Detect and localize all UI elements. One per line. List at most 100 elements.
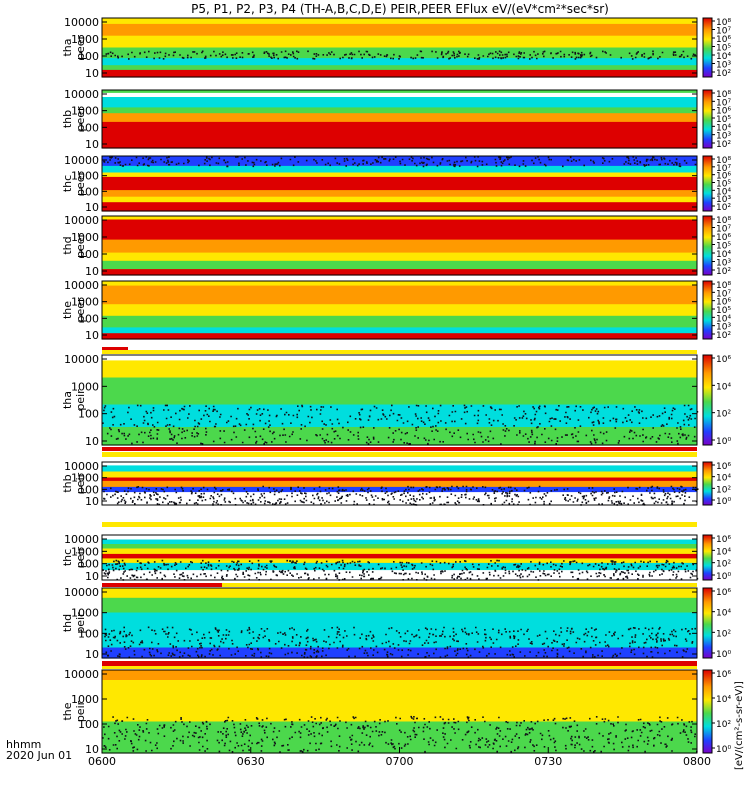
- y-tick-label: 10000: [64, 88, 99, 101]
- colorbar: [702, 155, 713, 212]
- colorbar-tick-label: 10²: [716, 267, 731, 277]
- colorbar-tick-label: 10⁶: [716, 172, 731, 182]
- data-gap-speckle: [103, 156, 697, 168]
- colorbar: [702, 215, 713, 276]
- colorbar-tick-label: 10⁶: [716, 355, 731, 365]
- panel-frame: [101, 587, 698, 659]
- spectrogram-band: [102, 260, 697, 270]
- colorbar-tick-label: 10⁶: [716, 35, 731, 45]
- colorbar-tick-label: 10⁴: [716, 382, 731, 392]
- x-tick-label: 0600: [88, 755, 116, 768]
- colorbar: [702, 587, 713, 659]
- spectrogram-band: [102, 176, 697, 191]
- spectrogram-band: [102, 239, 697, 254]
- spectrogram-band: [102, 252, 697, 262]
- colorbar: [702, 17, 713, 78]
- y-tick-label: 1000: [71, 607, 99, 620]
- panel-ylabel-product: peer: [74, 171, 87, 197]
- colorbar-tick-label: 10⁶: [716, 588, 731, 598]
- spectrogram-band: [102, 558, 697, 564]
- y-tick-label: 10: [85, 265, 99, 278]
- colorbar-tick-label: 10⁸: [716, 216, 731, 226]
- colorbar-label: [eV/(cm²-s-sr-eV)]: [734, 681, 745, 770]
- y-tick-label: 10: [85, 201, 99, 214]
- y-tick-label: 1000: [71, 472, 99, 485]
- colorbar-tick-label: 10²: [716, 331, 731, 341]
- flag-bar: [102, 583, 222, 587]
- spectrogram-band: [102, 535, 697, 541]
- spectrogram-band: [102, 355, 697, 361]
- y-tick-label: 10: [85, 138, 99, 151]
- panel-frame: [101, 17, 698, 78]
- colorbar-tick-label: 10⁶: [716, 298, 731, 308]
- panel-ylabel-product: peer: [74, 297, 87, 323]
- spectrogram-band: [102, 165, 697, 174]
- panel-tha-peir: 10000 1000 100 10 tha peir 10⁶ 10⁴ 10² 10⁰: [61, 353, 731, 448]
- colorbar-tick-label: 10³: [716, 132, 731, 142]
- colorbar-tick-label: 10²: [716, 720, 731, 730]
- colorbar-tick-label: 10⁷: [716, 27, 731, 37]
- colorbar-tick-label: 10⁶: [716, 670, 731, 680]
- flag-bar: [102, 447, 697, 451]
- flag-bar: [102, 452, 697, 457]
- colorbar-tick-label: 10⁵: [716, 242, 731, 252]
- spectrogram-band: [102, 570, 697, 581]
- y-tick-label: 100: [78, 121, 99, 134]
- y-tick-label: 10000: [64, 279, 99, 292]
- colorbar-tick-label: 10⁶: [716, 107, 731, 117]
- colorbar-tick-label: 10⁴: [716, 314, 731, 324]
- y-tick-label: 100: [78, 483, 99, 496]
- y-tick-label: 10: [85, 570, 99, 583]
- spectrogram-band: [102, 58, 697, 66]
- spectrogram-band: [102, 121, 697, 149]
- colorbar: [702, 89, 713, 149]
- panel-tha-peer: 10000 1000 100 10 tha peer 10⁸10⁷10⁶10⁵10⁴10³1…: [61, 16, 731, 80]
- spectrogram-band: [102, 633, 697, 649]
- colorbar-tick-label: 10³: [716, 195, 731, 205]
- x-tick-label: 0630: [237, 755, 265, 768]
- spectrogram-band: [102, 327, 697, 334]
- data-gap-speckle: [102, 715, 698, 753]
- y-tick-label: 10000: [64, 533, 99, 546]
- colorbar-tick-label: 10⁸: [716, 156, 731, 166]
- spectrogram-band: [102, 404, 697, 428]
- x-tick-label: 0730: [534, 755, 562, 768]
- y-tick-label: 100: [78, 408, 99, 421]
- colorbar-tick-label: 10²: [716, 203, 731, 213]
- data-gap-speckle: [102, 559, 699, 581]
- spectrogram-band: [102, 548, 697, 555]
- panel-ylabel-product: peir: [74, 700, 87, 722]
- panel-ylabel-product: peer: [74, 35, 87, 61]
- panel-ylabel-probe: tha: [61, 38, 74, 56]
- spectrogram-band: [102, 196, 697, 203]
- y-tick-label: 100: [78, 50, 99, 63]
- spectrogram-band: [102, 477, 697, 482]
- data-gap-speckle: [103, 485, 699, 506]
- panel-ylabel-probe: thd: [61, 614, 74, 632]
- spectrogram-band: [102, 553, 697, 559]
- colorbar: [702, 280, 713, 340]
- flag-bar: [102, 347, 128, 351]
- colorbar-tick-label: 10⁰: [716, 437, 731, 447]
- colorbar-tick-label: 10⁴: [716, 250, 731, 260]
- colorbar-tick-label: 10⁶: [716, 233, 731, 243]
- colorbar-tick-label: 10³: [716, 259, 731, 269]
- colorbar-tick-label: 10²: [716, 560, 731, 570]
- spectrogram-band: [102, 113, 697, 123]
- y-tick-label: 1000: [71, 693, 99, 706]
- colorbar-tick-label: 10⁷: [716, 225, 731, 235]
- colorbar-tick-label: 10⁸: [716, 90, 731, 100]
- spectrogram-band: [102, 315, 697, 328]
- spectrogram-band: [102, 216, 697, 221]
- y-tick-label: 10000: [64, 668, 99, 681]
- x-tick-label: 0800: [683, 755, 711, 768]
- y-tick-label: 10000: [64, 154, 99, 167]
- panel-ylabel-probe: the: [61, 301, 74, 319]
- spectrogram-band: [102, 480, 697, 488]
- panel-ylabel-probe: the: [61, 702, 74, 720]
- y-tick-label: 100: [78, 248, 99, 261]
- panel-the-peer: 10000 1000 100 10 the peer 10⁸10⁷10⁶10⁵10⁴10³1…: [61, 279, 731, 342]
- spectrogram-band: [102, 47, 697, 59]
- y-tick-label: 10000: [64, 586, 99, 599]
